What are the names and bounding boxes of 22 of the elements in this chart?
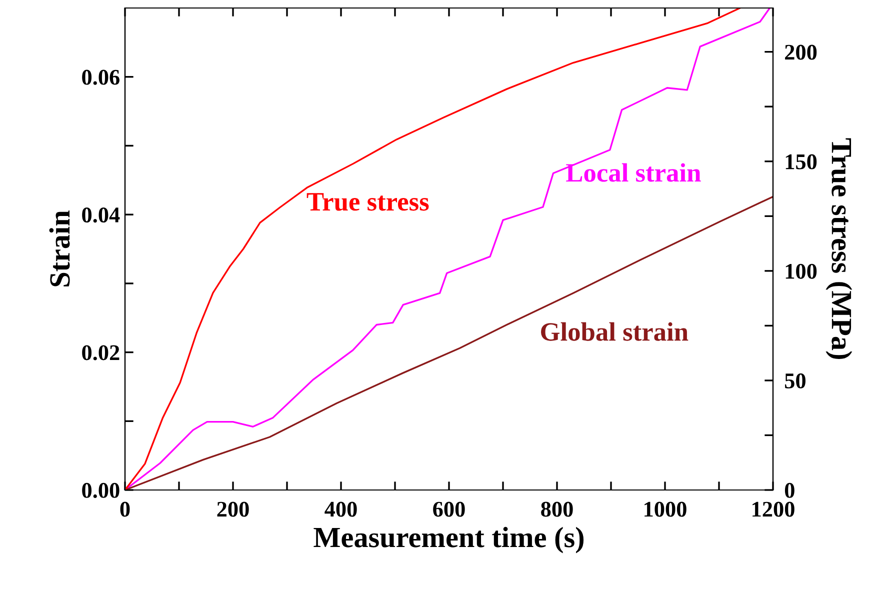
x-tick-label: 0 <box>120 502 130 517</box>
x-tick-label: 1200 <box>752 502 794 517</box>
y2-tick-label: 150 <box>786 154 817 170</box>
y-tick-label: 0.04 <box>82 208 120 223</box>
x-tick-label: 1000 <box>644 502 686 517</box>
series-label: Local strain <box>566 163 701 182</box>
y2-tick-label: 100 <box>786 264 817 279</box>
y2-axis-title: True stress (MPa) <box>826 138 852 359</box>
y-tick-label: 0.02 <box>82 345 120 360</box>
y2-tick-label: 200 <box>785 44 817 60</box>
y-tick-label: 0.06 <box>82 70 120 85</box>
series-label: True stress <box>306 193 429 211</box>
x-tick-label: 800 <box>541 502 573 517</box>
x-tick-label: 400 <box>324 502 357 517</box>
x-tick-label: 200 <box>217 502 249 517</box>
series-label: Global strain <box>541 322 688 341</box>
y-axis-title: Strain <box>49 210 70 286</box>
y2-tick-label: 50 <box>785 373 806 388</box>
y2-tick-label: 0 <box>784 482 794 498</box>
x-axis-title: Measurement time (s) <box>314 526 584 554</box>
x-tick-label: 600 <box>433 502 465 517</box>
y-tick-label: 0.00 <box>82 482 120 498</box>
